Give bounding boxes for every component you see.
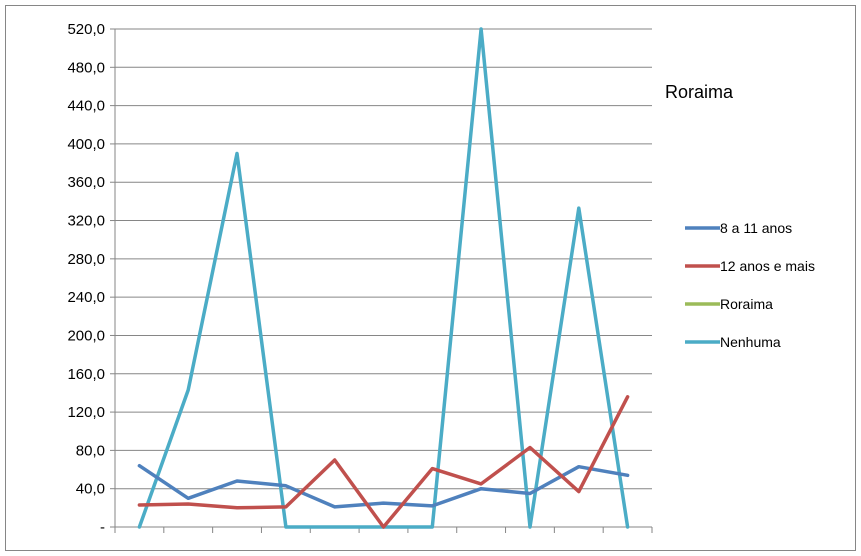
series-line: [137, 463, 630, 509]
chart-title: Roraima: [665, 82, 734, 102]
legend: 8 a 11 anos 12 anos e mais Roraima Nenhuma: [685, 220, 815, 350]
y-tick-label: 240,0: [67, 289, 105, 306]
y-tick-label: -: [100, 519, 105, 536]
legend-label: 8 a 11 anos: [720, 220, 792, 236]
series-line: [137, 27, 630, 529]
y-tick-label: 120,0: [67, 404, 105, 421]
chart-area: [5, 5, 856, 551]
y-tick-label: 520,0: [67, 21, 105, 38]
y-tick-label: 80,0: [76, 442, 105, 459]
y-tick-label: 360,0: [67, 174, 105, 191]
y-tick-label: 440,0: [67, 98, 105, 115]
gridlines: [115, 28, 652, 490]
y-tick-label: 400,0: [67, 136, 105, 153]
y-tick-label: 480,0: [67, 59, 105, 76]
y-tick-label: 320,0: [67, 213, 105, 230]
legend-label: Roraima: [720, 296, 773, 312]
legend-item: Nenhuma: [685, 334, 781, 350]
axes: - 40,0 80,0 120,0 160,0 200,0 240,0 280,0 320,0 3…: [67, 21, 653, 536]
legend-item: 8 a 11 anos: [685, 220, 792, 236]
y-tick-label: 280,0: [67, 251, 105, 268]
legend-item: 12 anos e mais: [685, 258, 815, 274]
series-lines: [137, 27, 630, 529]
y-tick-label: 160,0: [67, 366, 105, 383]
legend-label: Nenhuma: [720, 334, 781, 350]
legend-item: Roraima: [685, 296, 773, 312]
legend-label: 12 anos e mais: [720, 258, 815, 274]
series-line: [137, 395, 630, 529]
y-tick-label: 40,0: [76, 481, 105, 498]
y-tick-label: 200,0: [67, 327, 105, 344]
